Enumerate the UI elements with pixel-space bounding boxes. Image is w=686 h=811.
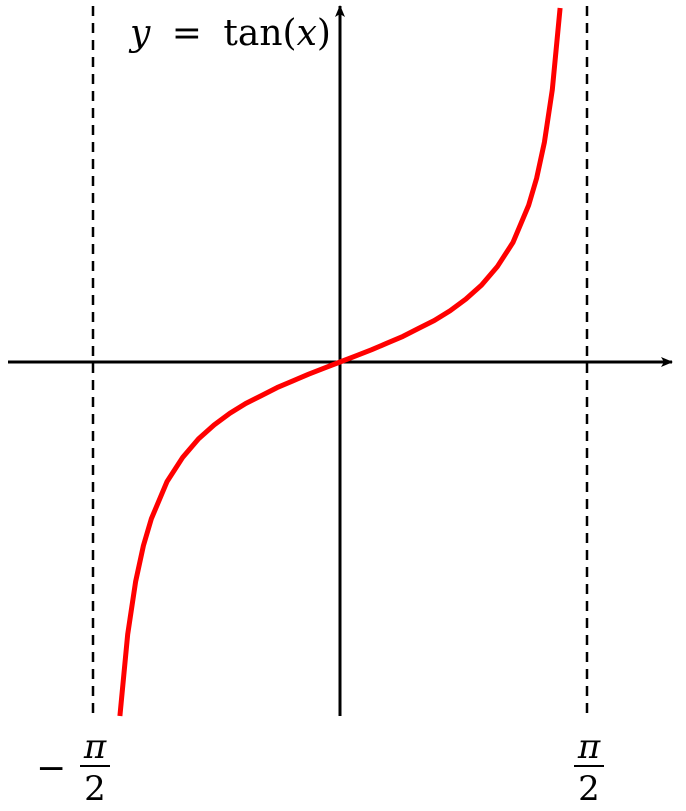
equation-lhs: y	[128, 13, 151, 54]
equation-label: y = tan(x)	[128, 13, 331, 54]
equation-equals: =	[172, 13, 202, 54]
equation-func: tan	[223, 13, 282, 54]
equation-open-paren: (	[283, 13, 297, 54]
tick-label-right: π 2	[574, 727, 604, 809]
tick-left-numerator: π	[83, 727, 107, 767]
equation-close-paren: )	[317, 13, 331, 54]
tick-left-denominator: 2	[84, 769, 106, 809]
tan-curve	[117, 7, 563, 717]
tick-right-numerator: π	[577, 727, 601, 767]
tick-right-denominator: 2	[578, 769, 600, 809]
equation-arg: x	[297, 13, 317, 54]
tick-label-left: − π 2	[36, 727, 110, 809]
tick-left-sign: −	[36, 748, 66, 789]
